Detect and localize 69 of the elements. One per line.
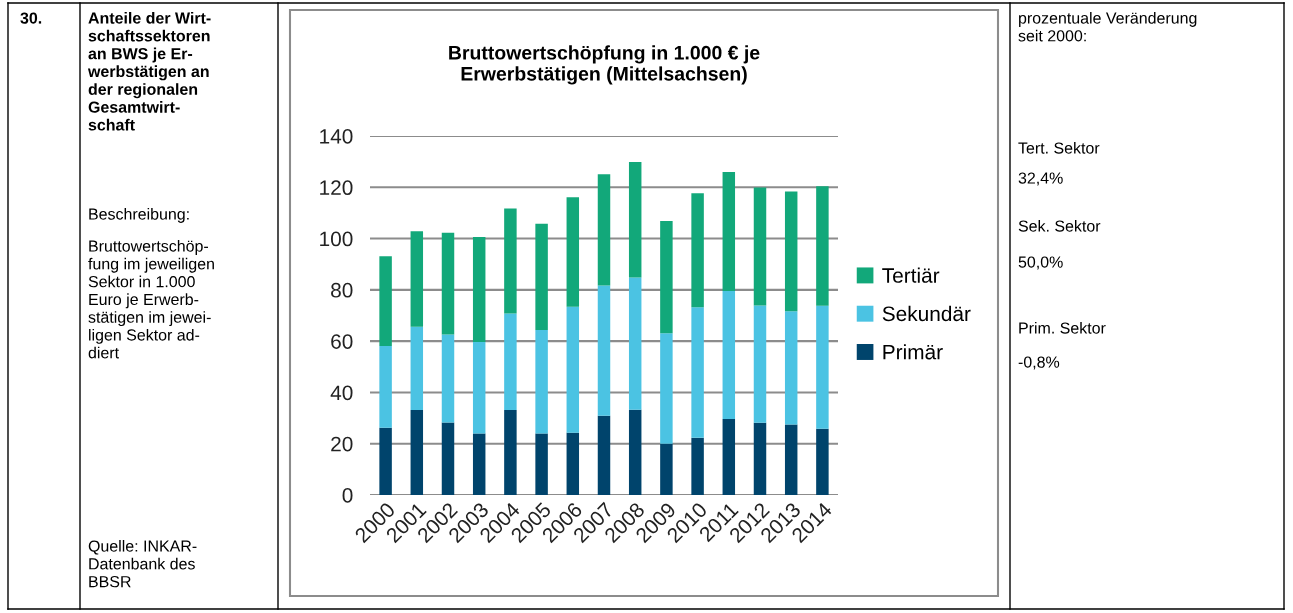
y-tick-label: 40: [330, 385, 353, 401]
bar: [753, 305, 767, 423]
bar: [660, 333, 673, 444]
bar: [535, 330, 548, 434]
source-note: Quelle: INKAR- Datenbank des BBSR: [88, 540, 197, 588]
y-tick-label: 60: [331, 334, 353, 349]
text: 30.: [20, 12, 42, 24]
text: 32,4%: [1018, 172, 1063, 186]
bar: [566, 306, 580, 433]
bar: [784, 191, 798, 312]
bar: [441, 422, 455, 495]
bar: [722, 171, 736, 291]
bar: [441, 232, 455, 335]
y-tick-label: 80: [331, 282, 353, 298]
legend-label: Tertiär: [882, 267, 940, 283]
bar: [660, 220, 673, 334]
legend-label: Primär: [883, 344, 943, 360]
bar: [379, 346, 392, 428]
bar: [566, 432, 580, 495]
bar: [566, 197, 580, 307]
bar: [535, 433, 548, 495]
bar: [379, 427, 392, 495]
bar: [784, 424, 798, 495]
bar: [597, 174, 611, 286]
bar: [535, 223, 548, 331]
text: Sek. Sektor: [1018, 220, 1101, 232]
y-tick-label: 120: [320, 180, 353, 196]
text: Anteile der Wirt- schaftssektoren an BWS je Er- werbstätigen an der regionalen Gesamtwirt- schaft: [87, 12, 211, 131]
bar: [691, 307, 704, 438]
bar: [753, 187, 767, 306]
text: 50,0%: [1018, 256, 1063, 270]
bar: [816, 428, 829, 495]
bar: [722, 419, 736, 495]
bar: [722, 290, 736, 420]
text: prozentuale Veränderung seit 2000:: [1018, 12, 1197, 42]
bar: [410, 326, 424, 411]
bar: [379, 256, 392, 347]
bar: [816, 305, 829, 429]
bar: [504, 313, 517, 411]
bar: [597, 285, 611, 416]
y-tick-label: 0: [342, 488, 353, 503]
bar: [472, 433, 486, 495]
bar: [628, 277, 642, 410]
bar: [628, 409, 642, 495]
chart-title: Bruttowertschöpfung in 1.000 € je Erwerbstätigen (Mittelsachsen): [449, 45, 760, 85]
bar: [504, 410, 517, 495]
bar: [504, 208, 517, 314]
bar: [472, 341, 486, 434]
text: Tert. Sektor: [1018, 142, 1100, 154]
bar: [753, 422, 767, 495]
bar: [472, 237, 486, 342]
y-tick-label: 140: [320, 129, 353, 144]
text: Bruttowertschöp- fung im jeweiligen Sektor in 1.000 Euro je Erwerb- stätigen im jewei- ligen Sektor ad- diert: [88, 240, 214, 359]
legend-label: Sekundär: [882, 305, 971, 322]
text: -0,8%: [1018, 356, 1060, 370]
y-tick-label: 100: [320, 231, 353, 247]
bar: [691, 193, 704, 308]
bar: [410, 410, 424, 495]
bar: [691, 437, 704, 495]
bar: [597, 415, 611, 495]
text: Beschreibung:: [89, 208, 189, 223]
text: Prim. Sektor: [1019, 322, 1106, 334]
bar: [784, 311, 798, 425]
bar: [441, 334, 455, 423]
bar: [816, 186, 829, 306]
bar: [410, 231, 424, 327]
bar: [628, 161, 642, 278]
bar: [660, 443, 673, 495]
y-tick-label: 20: [331, 436, 353, 452]
